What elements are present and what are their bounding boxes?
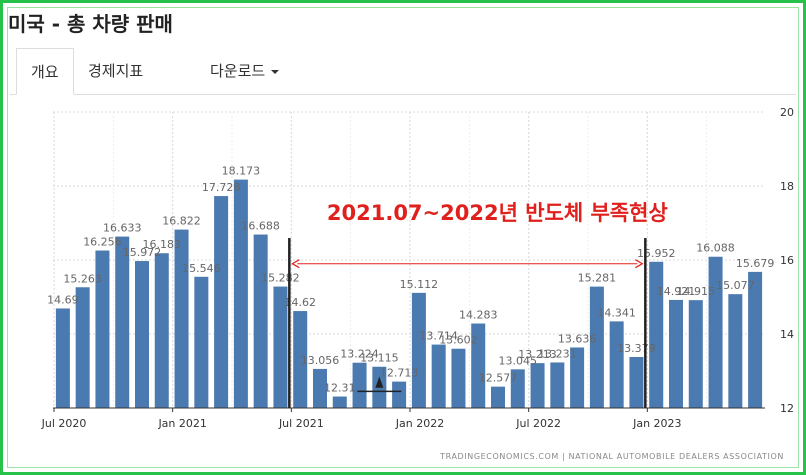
data-label: 14.341 [597,306,636,319]
annotation-label: 2021.07~2022년 반도체 부족현상 [327,201,668,225]
bar [333,397,347,408]
y-tick-label: 20 [780,106,794,119]
x-tick-label: Jan 2023 [632,417,681,430]
x-tick-label: Jul 2022 [515,417,561,430]
data-label: 15.952 [637,247,676,260]
data-label: 12.31 [324,382,356,395]
data-label: 13.231 [538,347,577,360]
bar [175,230,189,408]
data-label: 14.69 [47,293,79,306]
bar [392,382,406,408]
data-label: 16.256 [83,236,122,249]
data-label: 15.546 [182,262,221,275]
bar [629,357,643,408]
data-label: 13.115 [360,352,399,365]
x-tick-label: Jan 2022 [395,417,444,430]
data-label: 15.281 [578,272,617,285]
bar [194,277,208,408]
bar [254,235,268,408]
bar [56,308,70,408]
y-tick-label: 12 [780,402,794,415]
bar [234,180,248,408]
bar [135,261,149,408]
bar [689,300,703,408]
data-label: 16.688 [241,220,280,233]
bar [590,287,604,408]
bar [491,387,505,408]
bar [412,293,426,408]
data-label: 15.112 [400,278,439,291]
y-tick-label: 16 [780,254,794,267]
data-label: 16.183 [143,238,182,251]
bar [728,294,742,408]
bar [531,363,545,408]
data-label: 13.379 [617,342,656,355]
x-tick-label: Jul 2020 [41,417,87,430]
data-label: 17.728 [202,181,241,194]
data-label: 15.263 [63,272,102,285]
data-label: 13.636 [558,332,597,345]
data-label: 14.915 [677,285,716,298]
data-label: 16.822 [162,215,201,228]
data-label: 15.282 [261,272,300,285]
data-label: 16.088 [696,242,735,255]
data-label: 18.173 [222,165,261,178]
bar [748,272,762,408]
bar [115,237,129,408]
bar [214,196,228,408]
data-label: 13.602 [439,334,478,347]
data-label: 12.577 [479,372,518,385]
data-label: 15.679 [736,257,775,270]
y-tick-label: 18 [780,180,794,193]
x-tick-label: Jan 2021 [157,417,206,430]
bar [649,262,663,408]
x-tick-label: Jul 2021 [278,417,324,430]
chart-source-footer: TRADINGECONOMICS.COM | NATIONAL AUTOMOBI… [440,452,784,461]
data-label: 13.056 [301,354,340,367]
data-label: 14.283 [459,309,498,322]
y-tick-label: 14 [780,328,794,341]
data-label: 12.713 [380,367,419,380]
bar [669,300,683,408]
bar [155,253,169,408]
bar [451,349,465,408]
data-label: 15.077 [716,279,755,292]
bar [432,345,446,408]
data-label: 16.633 [103,222,142,235]
bar [610,321,624,408]
bar [550,362,564,408]
